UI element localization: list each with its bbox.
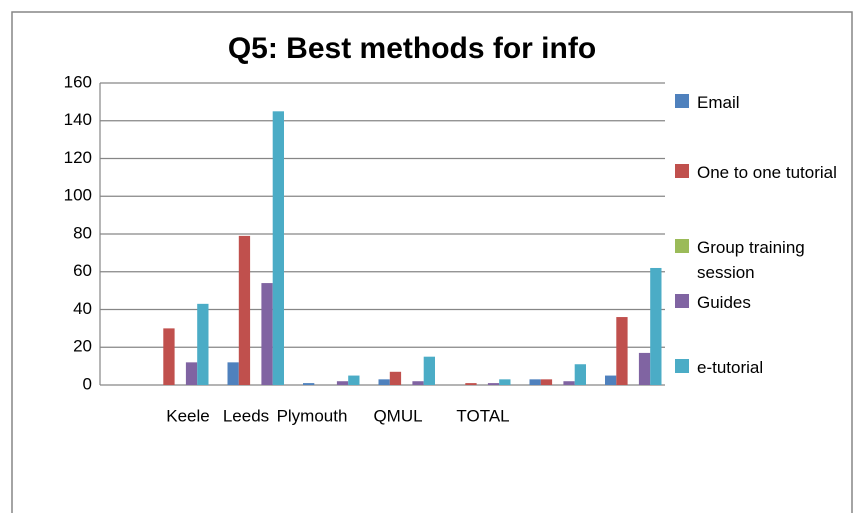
legend-swatch (675, 94, 689, 108)
legend-item: Guides (675, 290, 847, 315)
y-tick-label: 80 (73, 223, 92, 242)
y-tick-label: 0 (83, 374, 92, 393)
legend-label: Group training session (697, 238, 805, 282)
y-tick-label: 20 (73, 337, 92, 356)
bar (423, 356, 435, 385)
x-tick-label: Plymouth (277, 406, 348, 425)
bar (185, 362, 198, 385)
bar (238, 235, 251, 385)
bar (465, 383, 477, 385)
bar (336, 381, 349, 385)
legend-swatch (675, 164, 689, 178)
bar (378, 379, 390, 385)
y-tick-label: 40 (73, 299, 92, 318)
legend-swatch (675, 359, 689, 373)
bar (163, 328, 175, 385)
x-tick-label: Keele (166, 406, 209, 425)
legend-item: Email (675, 90, 847, 115)
bar (574, 364, 586, 385)
bar (563, 381, 575, 385)
bar (616, 317, 628, 385)
bar (389, 371, 402, 385)
legend-label: Email (697, 93, 740, 112)
bar (540, 379, 553, 385)
bar (272, 111, 284, 385)
legend-swatch (675, 294, 689, 308)
y-tick-label: 60 (73, 261, 92, 280)
bar (261, 283, 273, 385)
x-tick-label: QMUL (373, 406, 422, 425)
bar (197, 303, 209, 385)
y-tick-label: 140 (64, 110, 92, 129)
legend-item: Group training session (675, 235, 847, 285)
legend-swatch (675, 239, 689, 253)
legend-label: e-tutorial (697, 358, 764, 377)
y-tick-label: 120 (64, 148, 92, 167)
bar (529, 379, 541, 385)
chart-frame (11, 11, 853, 513)
bar (348, 375, 360, 385)
bar (412, 381, 424, 385)
x-tick-label: TOTAL (456, 406, 509, 425)
bar (605, 375, 617, 385)
bar (650, 267, 662, 385)
bar (227, 362, 239, 385)
chart-title: Q5: Best methods for info (228, 32, 596, 65)
bar (487, 383, 500, 385)
y-tick-label: 160 (64, 72, 92, 91)
bar (638, 352, 651, 385)
legend-label: One to one tutorial (697, 163, 837, 182)
y-tick-label: 100 (64, 186, 92, 205)
legend-item: One to one tutorial (675, 160, 847, 185)
legend-item: e-tutorial (675, 355, 847, 380)
bar (303, 383, 315, 385)
x-tick-label: Leeds (223, 406, 269, 425)
legend-label: Guides (697, 293, 751, 312)
bar (499, 379, 511, 385)
